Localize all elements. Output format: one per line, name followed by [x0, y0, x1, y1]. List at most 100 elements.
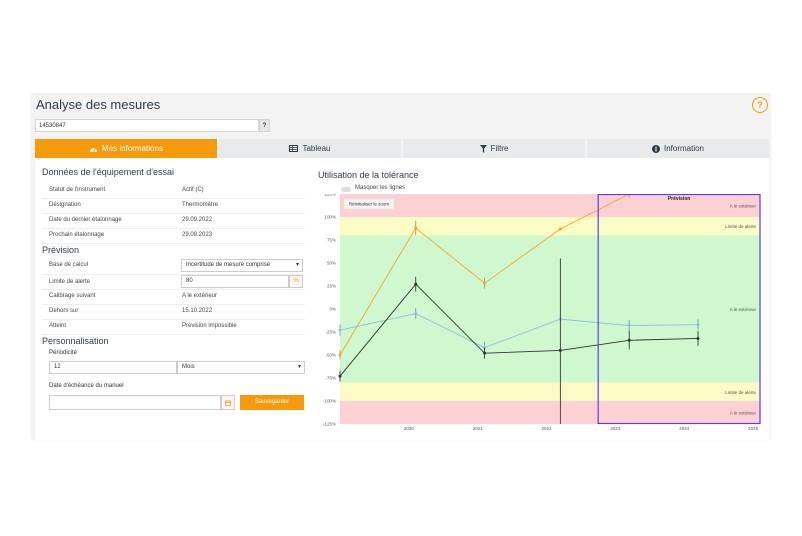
search-help-button[interactable]: ?: [259, 119, 270, 132]
tolerance-band: [340, 382, 760, 401]
tab-tableau[interactable]: Tableau: [219, 139, 401, 158]
periodicity-input[interactable]: 12: [49, 361, 177, 374]
tolerance-band: [340, 217, 760, 236]
series-line: [339, 313, 699, 349]
row-label: Base de calcul: [49, 262, 89, 268]
band-label: A le extérieur: [730, 411, 757, 416]
content-panel: Données de l'équipement d'essai Statut d…: [35, 158, 769, 440]
data-point[interactable]: [338, 353, 342, 357]
info-row: Date du dernier étalonnage 29.09.2022: [42, 213, 305, 229]
reset-zoom-button[interactable]: [343, 198, 395, 210]
y-tick-label: 0%: [329, 307, 336, 312]
y-tick-label: -50%: [325, 353, 336, 358]
row-label: Date du dernier étalonnage: [49, 217, 122, 223]
info-icon: [651, 144, 660, 153]
band-label: A le extérieur: [730, 204, 757, 209]
x-tick-label: 2020: [404, 426, 415, 430]
data-point[interactable]: [338, 374, 342, 378]
equipment-heading: Données de l'équipement d'essai: [42, 167, 175, 177]
y-tick-label: -100%: [323, 399, 336, 404]
row-label: Dehors sur: [49, 308, 79, 314]
info-row: Limite de alerte: [42, 274, 305, 290]
y-tick-label: 125%: [324, 194, 336, 197]
calendar-icon[interactable]: [221, 395, 235, 410]
forecast-box: [597, 194, 761, 425]
data-point[interactable]: [558, 348, 562, 352]
periodicity-label: Périodicité: [49, 350, 78, 356]
tab-mes-informations[interactable]: Mes informations: [35, 139, 217, 158]
x-tick-label: 2024: [679, 426, 690, 430]
x-tick-label: 2021: [473, 426, 484, 430]
y-tick-label: -25%: [325, 330, 336, 335]
info-row: Calibrage suivant A le extérieur: [42, 289, 305, 305]
data-point[interactable]: [696, 323, 700, 327]
page-title: Analyse des mesures: [36, 97, 161, 112]
x-tick-label: 2022: [542, 426, 553, 430]
chevron-down-icon: ▾: [295, 262, 299, 268]
percent-addon: %: [289, 275, 303, 288]
tab-label: Information: [663, 144, 705, 153]
app-window: Analyse des mesures ? 14530847 ? Mes inf…: [32, 95, 770, 440]
row-label: Prochain étalonnage: [49, 232, 105, 238]
row-label: Calibrage suivant: [49, 293, 96, 299]
calculation-base-select[interactable]: Incertitude de mesure comprise ▾: [181, 259, 303, 272]
periodicity-unit-select[interactable]: Mois ▾: [177, 361, 305, 374]
chart-title: Utilisation de la tolérance: [318, 170, 419, 180]
info-row: Désignation Thermomètre: [42, 198, 305, 214]
row-value: 15.10.2022: [182, 308, 213, 314]
forecast-label: Prévision: [668, 196, 691, 202]
hide-lines-label: Masquer les lignes: [355, 185, 406, 191]
y-tick-label: 75%: [327, 238, 336, 243]
data-point[interactable]: [627, 338, 631, 342]
alert-limit-input[interactable]: 80: [181, 275, 289, 288]
data-point[interactable]: [483, 351, 487, 355]
info-row: Prochain étalonnage 29.09.2023: [42, 228, 305, 244]
data-point[interactable]: [627, 324, 631, 328]
y-tick-label: -125%: [323, 422, 336, 427]
y-tick-label: -75%: [325, 376, 336, 381]
row-label: Désignation: [49, 202, 81, 208]
hide-lines-toggle[interactable]: [341, 187, 351, 192]
prevision-heading: Prévision: [42, 245, 80, 255]
filter-icon: [479, 144, 487, 153]
table-icon: [289, 145, 299, 152]
due-date-label: Date d'échéance du manuel: [49, 383, 124, 389]
dashboard-icon: [89, 147, 98, 152]
data-point[interactable]: [414, 312, 418, 316]
data-point[interactable]: [696, 336, 700, 340]
reset-zoom-label: Réinitialiser le zoom: [349, 202, 390, 207]
save-button[interactable]: Sauvegarder: [240, 395, 304, 410]
y-tick-label: 25%: [327, 284, 336, 289]
tab-information[interactable]: Information: [587, 139, 769, 158]
row-value: 29.09.2022: [182, 217, 213, 223]
tab-label: Mes informations: [102, 144, 163, 153]
tab-bar: Mes informations Tableau Filtre Inform: [35, 139, 769, 158]
tab-filtre[interactable]: Filtre: [403, 139, 585, 158]
info-row: Statut de l'instrument Actif (C): [42, 183, 305, 199]
due-date-input[interactable]: [49, 395, 221, 410]
data-point[interactable]: [338, 328, 342, 332]
series-line: [339, 283, 699, 377]
chevron-down-icon: ▾: [297, 364, 301, 370]
tolerance-chart[interactable]: A le extérieur Limite de alerte A le extér…: [318, 194, 761, 430]
row-label: Statut de l'instrument: [49, 187, 106, 193]
instrument-search-input[interactable]: 14530847: [35, 119, 259, 132]
row-label: Atteint: [49, 323, 67, 329]
data-point[interactable]: [414, 282, 418, 286]
data-point[interactable]: [483, 281, 487, 285]
x-tick-label: 2023: [610, 426, 621, 430]
row-value: Thermomètre: [182, 202, 219, 208]
data-point[interactable]: [414, 226, 418, 230]
info-row: Atteint Prévision impossible: [42, 319, 305, 335]
help-icon[interactable]: ?: [752, 97, 768, 113]
tolerance-band: [340, 401, 760, 424]
row-value: A le extérieur: [182, 293, 218, 299]
y-tick-label: 100%: [324, 215, 336, 220]
info-row: Base de calcul: [42, 257, 305, 275]
row-value: 29.09.2023: [182, 232, 213, 238]
tab-label: Filtre: [490, 144, 509, 153]
info-row: Dehors sur 15.10.2022: [42, 304, 305, 320]
data-point[interactable]: [558, 227, 562, 231]
band-label: Limite de alerte: [725, 390, 756, 395]
tolerance-band: [340, 194, 760, 217]
